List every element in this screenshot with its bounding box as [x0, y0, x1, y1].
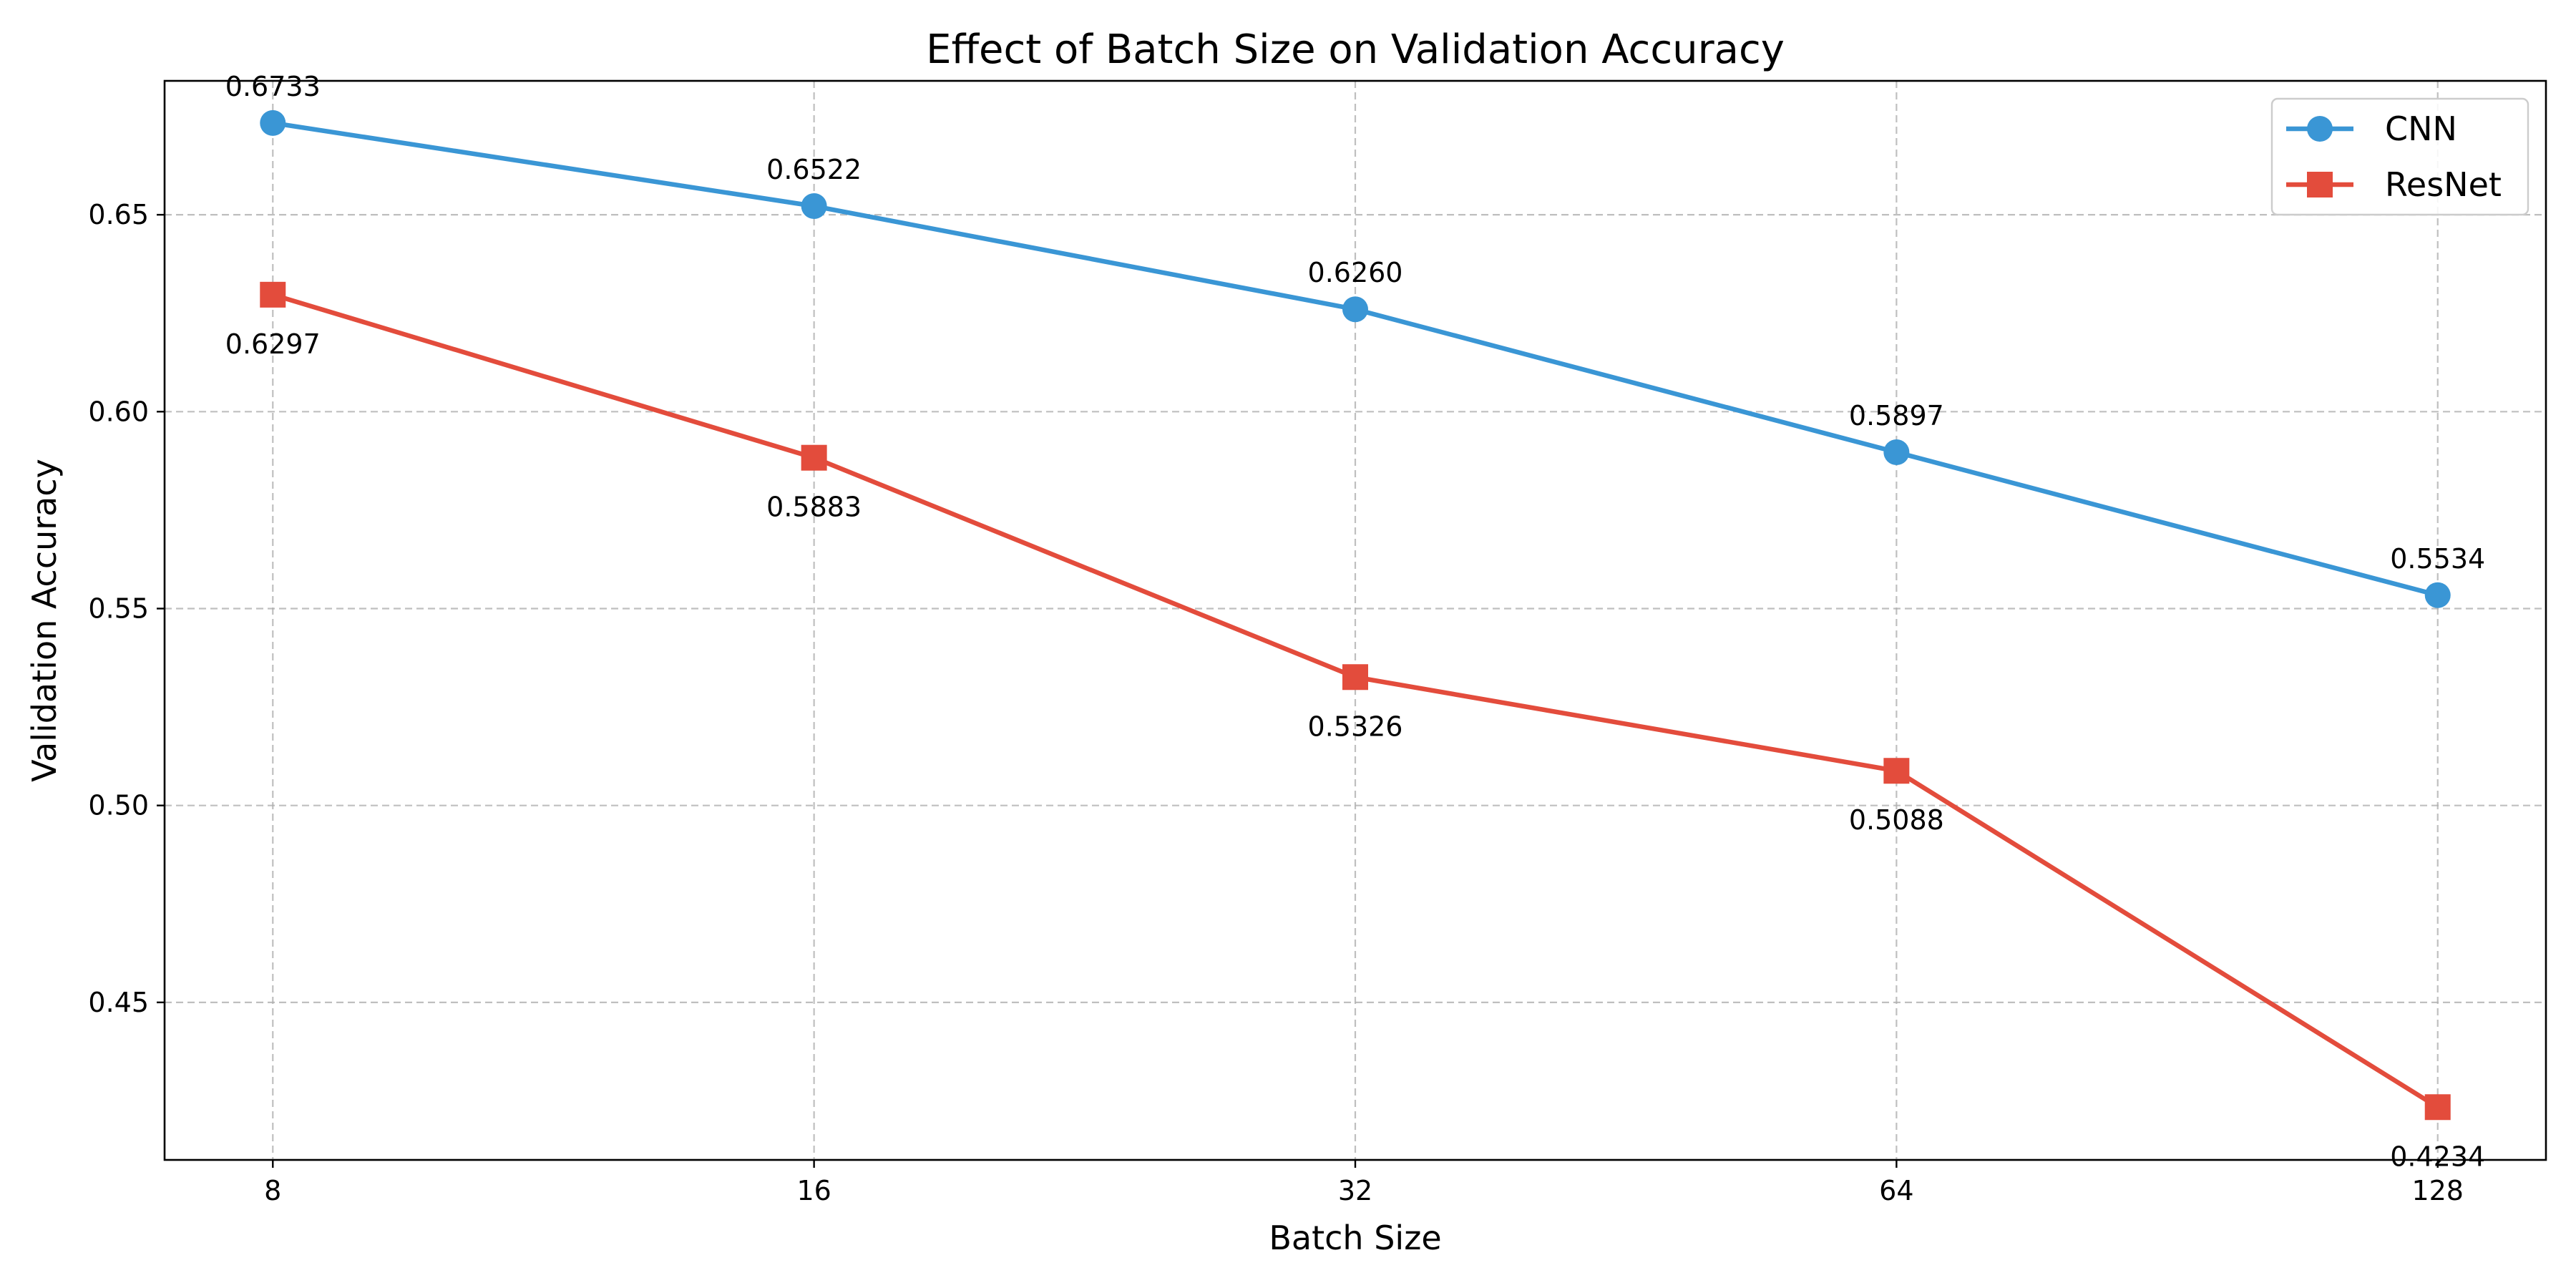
cnn-series — [260, 109, 2451, 608]
y-axis-title: Validation Accuracy — [25, 459, 64, 782]
resnet-point — [2424, 1094, 2451, 1121]
cnn-point — [1342, 296, 1368, 323]
cnn-point — [260, 109, 286, 136]
resnet-data-label: 0.5883 — [766, 492, 862, 523]
cnn-data-label: 0.5897 — [1849, 400, 1944, 431]
resnet-point — [1883, 758, 1910, 784]
cnn-legend-label: CNN — [2385, 109, 2457, 148]
series-layer — [260, 109, 2451, 1121]
legend: CNN ResNet — [2270, 97, 2529, 216]
data-label-layer: 0.6733 0.6522 0.6260 0.5897 0.5534 0.6297 0.58… — [225, 71, 2485, 1172]
x-axis-title: Batch Size — [1269, 1219, 1441, 1257]
tick-layer: 8 16 32 64 128 0.45 0.50 0.55 0.60 0.65 — [88, 199, 2464, 1206]
x-tick-label: 16 — [796, 1175, 831, 1206]
x-tick-label: 32 — [1338, 1175, 1372, 1206]
y-tick-label: 0.55 — [88, 592, 149, 624]
resnet-point — [260, 281, 286, 308]
resnet-point — [1342, 664, 1368, 691]
cnn-data-label: 0.6733 — [225, 71, 321, 102]
cnn-legend-marker — [2307, 116, 2333, 142]
y-tick-label: 0.50 — [88, 790, 149, 821]
x-tick-label: 64 — [1879, 1175, 1913, 1206]
resnet-legend-marker — [2307, 172, 2333, 197]
resnet-data-label: 0.6297 — [225, 328, 321, 360]
x-tick-label: 128 — [2411, 1175, 2464, 1206]
grid-layer — [165, 81, 2546, 1160]
resnet-legend-label: ResNet — [2385, 165, 2502, 204]
cnn-point — [2424, 582, 2451, 608]
resnet-data-label: 0.5088 — [1849, 804, 1944, 836]
y-tick-label: 0.60 — [88, 396, 149, 427]
cnn-point — [801, 193, 827, 220]
cnn-data-label: 0.5534 — [2390, 543, 2485, 575]
y-tick-label: 0.65 — [88, 199, 149, 230]
cnn-point — [1883, 439, 1910, 465]
y-tick-label: 0.45 — [88, 987, 149, 1018]
resnet-data-label: 0.5326 — [1308, 711, 1403, 742]
resnet-series — [260, 281, 2451, 1121]
chart-title: Effect of Batch Size on Validation Accur… — [926, 26, 1785, 73]
x-tick-label: 8 — [264, 1175, 281, 1206]
resnet-point — [801, 444, 827, 471]
cnn-data-label: 0.6522 — [766, 154, 862, 185]
cnn-data-label: 0.6260 — [1308, 257, 1403, 288]
